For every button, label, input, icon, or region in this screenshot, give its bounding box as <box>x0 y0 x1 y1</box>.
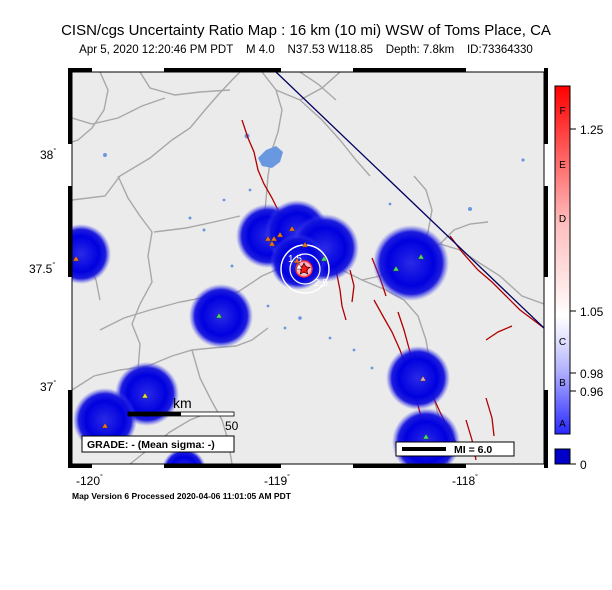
colorbar-letter-a: A <box>559 419 566 430</box>
station-triangle-icon <box>293 257 301 264</box>
contour-label-outer: 2.5 <box>314 278 328 289</box>
colorbar-value-096: 0.96 <box>580 385 604 399</box>
mi-legend: MI = 6.0 <box>395 441 515 457</box>
colorbar-zero-swatch <box>554 448 571 465</box>
station-triangle-icon <box>288 225 296 232</box>
mi-legend-text: MI = 6.0 <box>454 444 492 456</box>
event-location: N37.53 W118.85 <box>287 44 373 56</box>
colorbar-value-zero: 0 <box>580 458 587 472</box>
event-magnitude: M 4.0 <box>246 44 275 56</box>
station-triangle-icon <box>392 265 400 272</box>
event-depth: Depth: 7.8km <box>385 44 455 56</box>
colorbar-value-high: 1.25 <box>580 123 604 137</box>
event-subtitle: Apr 5, 2020 12:20:46 PM PDT M 4.0 N37.53… <box>0 44 612 56</box>
station-triangle-icon <box>215 312 223 319</box>
grade-box: GRADE: - (Mean sigma: -) <box>81 435 235 453</box>
station-triangle-icon <box>72 255 80 262</box>
station-triangle-icon <box>301 241 309 248</box>
lon-label-120: -120° <box>76 474 103 488</box>
station-triangle-icon <box>320 255 328 262</box>
lon-label-118: -118° <box>452 474 478 488</box>
colorbar-letter-b: B <box>559 378 566 389</box>
lat-label-37-5: 37.5° <box>29 262 56 276</box>
colorbar-value-098: 0.98 <box>580 367 604 381</box>
scale-bar: km 50 <box>127 395 239 433</box>
station-triangle-icon <box>422 433 430 440</box>
colorbar-letter-c: C <box>559 337 566 348</box>
grade-text: GRADE: - (Mean sigma: -) <box>87 439 215 451</box>
contour-label-inner: 1.5 <box>288 254 302 265</box>
scale-max-label: 50 <box>225 419 239 433</box>
station-triangle-icon <box>295 263 303 270</box>
lon-label-119: -119° <box>264 474 290 488</box>
station-triangle-icon <box>419 375 427 382</box>
station-triangle-icon <box>417 253 425 260</box>
map-frame-ticks <box>68 68 548 468</box>
scale-unit: km <box>173 395 192 411</box>
event-id: ID:73364330 <box>466 44 533 56</box>
colorbar-letter-f: F <box>559 106 565 117</box>
station-triangle-icon <box>270 235 278 242</box>
station-triangle-icon <box>276 231 284 238</box>
station-triangle-icon <box>141 392 149 399</box>
map-version-footer: Map Version 6 Processed 2020-04-06 11:01… <box>72 491 291 501</box>
stations <box>72 225 430 440</box>
colorbar-value-105: 1.05 <box>580 305 604 319</box>
event-date: Apr 5, 2020 12:20:46 PM PDT <box>79 44 234 56</box>
colorbar: F E D C B A 1.25 1.05 0.98 0.96 0 <box>554 85 604 472</box>
lat-label-38: 38° <box>40 148 57 162</box>
station-triangle-icon <box>268 240 276 247</box>
mono-lake <box>258 146 283 168</box>
station-triangle-icon <box>101 422 109 429</box>
lat-label-37: 37° <box>40 380 57 394</box>
colorbar-letter-e: E <box>559 160 566 171</box>
map-title: CISN/cgs Uncertainty Ratio Map : 16 km (… <box>61 22 551 39</box>
colorbar-gradient <box>554 85 571 435</box>
state-border <box>275 72 544 329</box>
colorbar-letter-d: D <box>559 214 566 225</box>
station-triangle-icon <box>264 235 272 242</box>
